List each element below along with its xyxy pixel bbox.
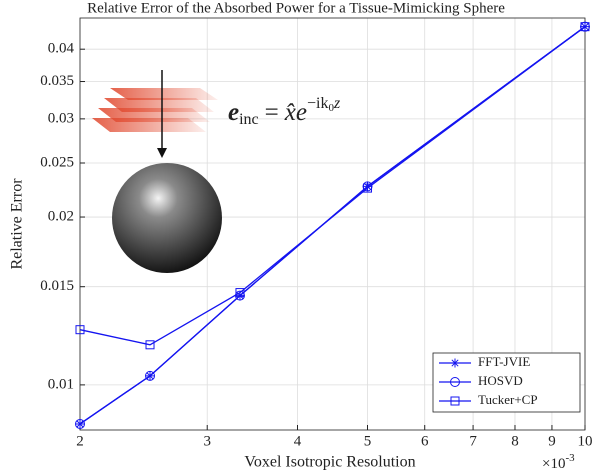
x-tick-label: 9 <box>548 433 556 449</box>
marker <box>235 288 245 298</box>
x-tick-label: 10 <box>578 433 593 449</box>
legend-label: Tucker+CP <box>478 392 538 407</box>
marker <box>145 370 156 381</box>
x-multiplier-exponent: -3 <box>565 452 575 464</box>
x-tick-label: 5 <box>364 433 372 449</box>
y-axis-label: Relative Error <box>9 178 26 270</box>
y-tick-label: 0.01 <box>48 376 74 392</box>
series-line <box>79 26 586 346</box>
plot-frame <box>79 17 586 431</box>
legend-label: HOSVD <box>478 373 523 388</box>
legend-marker <box>450 396 460 406</box>
arrow-head <box>157 148 167 158</box>
legend-marker <box>450 358 460 368</box>
eq-equals: = <box>265 99 279 126</box>
eq-exp-tail: z <box>333 95 341 112</box>
plane <box>110 88 218 100</box>
x-tick-label: 3 <box>203 433 211 449</box>
marker <box>363 183 373 193</box>
y-tick-label: 0.03 <box>48 110 74 126</box>
sphere <box>112 163 222 273</box>
x-axis-label: Voxel Isotropic Resolution <box>244 454 415 471</box>
illustration: einc = x̂e−ik0z <box>92 70 341 273</box>
marker <box>75 418 85 429</box>
marker <box>75 325 85 335</box>
series-line <box>79 26 586 425</box>
y-tick-label: 0.04 <box>48 41 75 57</box>
x-multiplier: ×10-3 <box>542 452 575 473</box>
y-tick-label: 0.025 <box>40 154 74 170</box>
legend-marker <box>450 377 460 387</box>
eq-vector: e <box>228 99 239 126</box>
x-tick-label: 6 <box>421 433 429 449</box>
marker <box>580 22 590 32</box>
y-tick-label: 0.02 <box>48 208 74 224</box>
x-multiplier-base: ×10 <box>542 456 565 472</box>
y-tick-label: 0.015 <box>40 278 74 294</box>
legend-label: FFT-JVIE <box>478 354 530 369</box>
x-tick-label: 4 <box>294 433 302 449</box>
marker <box>580 22 590 32</box>
marker <box>75 419 85 429</box>
eq-rhs: x̂e <box>284 99 307 126</box>
x-tick-label: 2 <box>76 433 84 449</box>
chart-title: Relative Error of the Absorbed Power for… <box>87 0 505 16</box>
equation: einc = x̂e−ik0z <box>228 95 341 128</box>
eq-exp: −ik <box>307 95 328 112</box>
eq-sub: inc <box>239 111 259 128</box>
marker <box>145 340 155 350</box>
x-tick-label: 7 <box>469 433 477 449</box>
plane <box>92 118 206 132</box>
y-tick-label: 0.035 <box>40 73 74 89</box>
eq-exp-sub: 0 <box>328 102 334 114</box>
x-tick-label: 8 <box>511 433 519 449</box>
